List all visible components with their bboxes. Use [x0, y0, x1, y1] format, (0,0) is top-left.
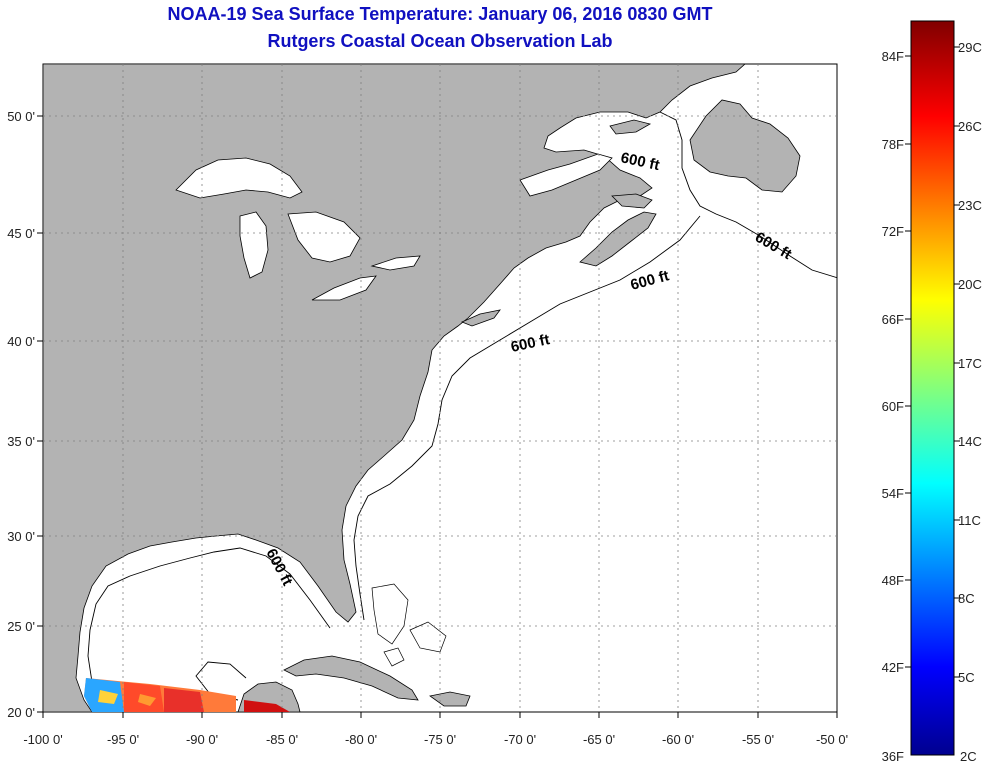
- land-anticosti: [609, 119, 652, 135]
- lon-tick-label: -50 0': [816, 732, 848, 747]
- land-long-island: [460, 309, 501, 327]
- colorbar: [910, 20, 955, 756]
- lon-tick-label: -55 0': [742, 732, 774, 747]
- lon-tick-label: -75 0': [424, 732, 456, 747]
- colorbar-c-label: 29C: [958, 40, 982, 55]
- colorbar-f-label: 78F: [882, 137, 904, 152]
- colorbar-c-label: 14C: [958, 434, 982, 449]
- colorbar-f-label: 36F: [882, 749, 904, 764]
- lake-michigan: [239, 211, 269, 279]
- lon-tick-label: -85 0': [266, 732, 298, 747]
- lat-tick-label: 25 0': [7, 619, 35, 634]
- lon-tick-label: -80 0': [345, 732, 377, 747]
- colorbar-f-label: 72F: [882, 224, 904, 239]
- land-cape-breton: [611, 193, 653, 209]
- colorbar-c-label: 20C: [958, 277, 982, 292]
- land-nova-scotia: [579, 211, 657, 267]
- colorbar-f-label: 42F: [882, 660, 904, 675]
- lat-tick-label: 40 0': [7, 334, 35, 349]
- st-lawrence: [519, 153, 613, 197]
- colorbar-c-label: 2C: [960, 749, 977, 764]
- land-cuba: [283, 655, 419, 701]
- colorbar-f-label: 84F: [882, 49, 904, 64]
- frame-ticks: [37, 115, 838, 718]
- colorbar-ticks: [905, 46, 960, 678]
- colorbar-c-label: 11C: [958, 513, 981, 528]
- isobath-600ft-atlantic: [353, 111, 837, 621]
- lat-tick-label: 35 0': [7, 434, 35, 449]
- lat-tick-label: 20 0': [7, 705, 35, 720]
- lon-tick-label: -90 0': [186, 732, 218, 747]
- lon-tick-label: -70 0': [504, 732, 536, 747]
- colorbar-c-label: 8C: [958, 591, 975, 606]
- land-north-america: [43, 64, 746, 712]
- lake-superior: [175, 157, 303, 199]
- lon-tick-label: -65 0': [583, 732, 615, 747]
- land-newfoundland: [689, 99, 801, 193]
- map-title: NOAA-19 Sea Surface Temperature: January…: [167, 4, 713, 24]
- sst-data-swath: [84, 678, 290, 712]
- colorbar-f-label: 54F: [882, 486, 904, 501]
- lat-tick-label: 50 0': [7, 109, 35, 124]
- lake-huron: [287, 211, 361, 263]
- map-subtitle: Rutgers Coastal Ocean Observation Lab: [267, 31, 613, 51]
- lake-erie: [311, 275, 377, 301]
- lon-tick-label: -100 0': [23, 732, 62, 747]
- colorbar-c-label: 17C: [958, 356, 982, 371]
- colorbar-f-label: 66F: [882, 312, 904, 327]
- colorbar-f-label: 60F: [882, 399, 904, 414]
- bahamas-bank: [371, 583, 447, 667]
- colorbar-f-label: 48F: [882, 573, 904, 588]
- lon-tick-label: -95 0': [107, 732, 139, 747]
- lat-tick-label: 30 0': [7, 529, 35, 544]
- colorbar-c-label: 23C: [958, 198, 982, 213]
- lake-ontario: [370, 255, 421, 271]
- lon-tick-label: -60 0': [662, 732, 694, 747]
- graticule: [43, 64, 837, 712]
- lat-tick-label: 45 0': [7, 226, 35, 241]
- colorbar-c-label: 26C: [958, 119, 982, 134]
- colorbar-c-label: 5C: [958, 670, 975, 685]
